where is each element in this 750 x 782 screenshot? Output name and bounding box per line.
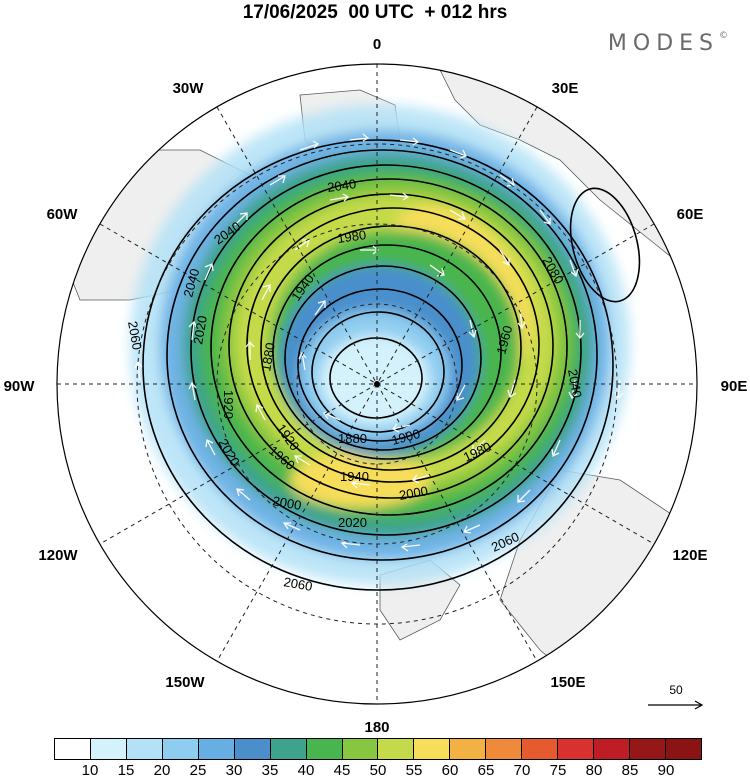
colorbar-tick-label: 45 [333, 762, 351, 779]
colorbar-segment [414, 739, 451, 759]
colorbar-tick-label: 35 [261, 762, 279, 779]
longitude-labels: 0 30E 60E 90E 120E 150E 180 150W 120W 90… [4, 36, 748, 735]
colorbar-tick-label: 85 [621, 762, 639, 779]
wind-speed-shading [130, 105, 630, 585]
colorbar-tick-label: 75 [549, 762, 567, 779]
contour-label: 2040 [565, 368, 585, 399]
colorbar-segment [90, 739, 127, 759]
colorbar-segment [126, 739, 163, 759]
wind-arrows [134, 80, 624, 605]
reference-vector: 50 [648, 684, 704, 710]
colorbar-tick-label: 20 [153, 762, 171, 779]
height-contours [142, 139, 641, 591]
colorbar-tick-label: 80 [585, 762, 603, 779]
colorbar-tick-label: 60 [441, 762, 459, 779]
polar-map: 2040 2040 1980 2080 2040 2020 1940 2060 … [4, 36, 748, 735]
contour-label: 1880 [338, 431, 367, 446]
map-title: 17/06/2025 00 UTC + 012 hrs [242, 2, 508, 23]
contour-label: 1920 [221, 390, 236, 419]
colorbar [54, 738, 702, 760]
colorbar-segment [594, 739, 630, 759]
colorbar-tick-label: 90 [657, 762, 675, 779]
contour-label: 1960 [493, 324, 515, 356]
contour-label: 1980 [336, 227, 367, 246]
colorbar-tick-label: 55 [405, 762, 423, 779]
colorbar-tick-label: 65 [477, 762, 495, 779]
lon-label-90w: 90W [4, 378, 36, 395]
colorbar-segment [378, 739, 415, 759]
colorbar-segment [558, 739, 595, 759]
modes-logo: MODES© [608, 31, 728, 56]
contour-label: 1940 [340, 469, 369, 484]
copyright-mark: © [719, 31, 728, 41]
contour-label: 2040 [180, 267, 202, 299]
colorbar-segment [342, 739, 379, 759]
lon-label-120e: 120E [672, 547, 707, 564]
contour-label: 2000 [398, 483, 429, 503]
colorbar-segment [522, 739, 559, 759]
contour-label: 2060 [125, 320, 145, 351]
contour-label: 1880 [258, 341, 278, 372]
reference-vector-label: 50 [669, 684, 683, 697]
lon-label-60w: 60W [47, 206, 79, 223]
colorbar-segment [486, 739, 523, 759]
north-pole-dot [374, 381, 380, 387]
colorbar-segment [450, 739, 487, 759]
colorbar-segment [198, 739, 235, 759]
colorbar-tick-label: 70 [513, 762, 531, 779]
contour-label: 2020 [338, 515, 367, 530]
lon-label-150e: 150E [550, 674, 585, 691]
brand-name: MODES [607, 31, 719, 56]
colorbar-tick-label: 15 [117, 762, 135, 779]
lon-label-60e: 60E [677, 206, 704, 223]
colorbar-segment [270, 739, 307, 759]
colorbar-labels: 10 15 20 25 30 35 40 45 50 55 60 65 70 75 80 85 90 [54, 762, 702, 780]
map-boundary [56, 63, 698, 705]
colorbar-tick-label: 30 [225, 762, 243, 779]
colorbar-segment [630, 739, 666, 759]
colorbar-tick-label: 40 [297, 762, 315, 779]
contour-label: 2060 [282, 574, 313, 594]
lon-label-0: 0 [373, 36, 381, 53]
contour-label: 2040 [326, 176, 357, 195]
lon-label-30e: 30E [552, 80, 579, 97]
colorbar-segment [234, 739, 271, 759]
lon-label-150w: 150W [165, 674, 205, 691]
colorbar-segment [306, 739, 343, 759]
colorbar-tick-label: 25 [189, 762, 207, 779]
colorbar-segment [55, 739, 91, 759]
lon-label-180: 180 [364, 719, 389, 735]
lon-label-120w: 120W [38, 547, 78, 564]
colorbar-tick-label: 10 [81, 762, 99, 779]
contour-label: 2000 [271, 493, 302, 513]
contour-label: 1900 [390, 426, 422, 448]
lon-label-90e: 90E [721, 378, 748, 395]
contour-label: 2020 [190, 314, 210, 345]
colorbar-segment [665, 739, 701, 759]
colorbar-segment [162, 739, 199, 759]
lon-label-30w: 30W [173, 80, 205, 97]
colorbar-tick-label: 50 [369, 762, 387, 779]
reference-arrow-icon [648, 700, 704, 710]
